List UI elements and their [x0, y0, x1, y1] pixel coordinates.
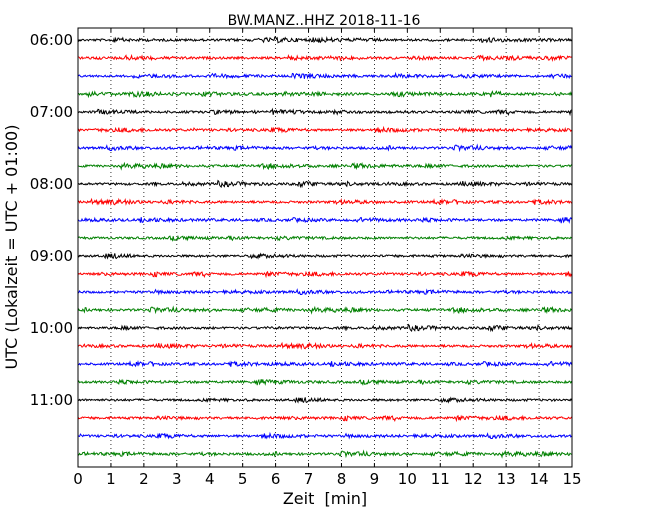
trace-1130	[77, 431, 572, 440]
x-tick-label: 8	[337, 470, 347, 488]
x-tick-label: 4	[205, 470, 215, 488]
y-tick-label: 09:00	[30, 247, 73, 265]
x-tick-label: 7	[304, 470, 314, 488]
trace-0945	[77, 305, 573, 315]
x-tick-label: 5	[238, 470, 248, 488]
y-axis-label: UTC (Lokalzeit = UTC + 01:00)	[2, 125, 21, 370]
x-axis-label: Zeit [min]	[283, 489, 367, 508]
trace-0815	[77, 197, 573, 206]
x-tick-label: 2	[139, 470, 149, 488]
y-tick-label: 10:00	[30, 319, 73, 337]
y-axis-ticks: 06:00 07:00 08:00 09:00 10:00 11:00	[30, 31, 572, 409]
x-tick-label: 3	[172, 470, 182, 488]
y-tick-label: 07:00	[30, 103, 73, 121]
trace-0930	[77, 288, 572, 296]
trace-1045	[77, 378, 573, 386]
y-tick-label: 11:00	[30, 391, 73, 409]
x-tick-label: 11	[431, 470, 450, 488]
trace-0615	[78, 53, 572, 62]
trace-0830	[77, 216, 573, 224]
x-tick-label: 14	[530, 470, 549, 488]
trace-1100	[77, 396, 572, 404]
x-tick-label: 13	[497, 470, 516, 488]
trace-1000	[77, 323, 572, 333]
seismic-traces	[77, 35, 573, 459]
trace-1015	[77, 341, 573, 350]
x-tick-label: 15	[562, 470, 581, 488]
y-tick-label: 08:00	[30, 175, 73, 193]
trace-0630	[77, 71, 572, 80]
trace-1145	[77, 449, 572, 459]
trace-0645	[77, 90, 573, 99]
x-axis-ticks: 0 1 2 3 4 5 6 7 8 9 10 11 12 13 14 15	[73, 28, 582, 488]
chart-title: BW.MANZ..HHZ 2018-11-16	[228, 13, 421, 29]
trace-1030	[77, 360, 573, 368]
trace-0745	[77, 161, 572, 171]
x-tick-label: 12	[464, 470, 483, 488]
trace-0730	[77, 143, 573, 153]
trace-1115	[77, 414, 573, 423]
x-tick-label: 0	[73, 470, 83, 488]
y-tick-label: 06:00	[30, 31, 73, 49]
x-tick-label: 1	[106, 470, 116, 488]
plot-frame	[77, 27, 573, 468]
trace-0600	[77, 35, 572, 44]
trace-0700	[77, 107, 572, 117]
trace-0915	[77, 270, 573, 279]
trace-0715	[77, 125, 573, 134]
trace-0800	[77, 179, 572, 189]
x-tick-label: 6	[271, 470, 281, 488]
trace-0900	[77, 252, 572, 260]
x-tick-label: 10	[398, 470, 417, 488]
x-tick-label: 9	[370, 470, 380, 488]
trace-0845	[77, 234, 572, 242]
